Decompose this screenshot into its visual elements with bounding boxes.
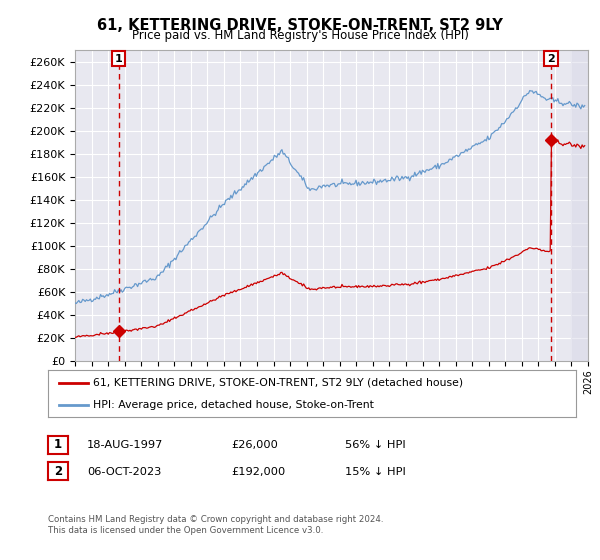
Text: 2: 2 [54,465,62,478]
Text: 06-OCT-2023: 06-OCT-2023 [87,466,161,477]
Text: 61, KETTERING DRIVE, STOKE-ON-TRENT, ST2 9LY: 61, KETTERING DRIVE, STOKE-ON-TRENT, ST2… [97,18,503,33]
Text: Contains HM Land Registry data © Crown copyright and database right 2024.: Contains HM Land Registry data © Crown c… [48,515,383,524]
Text: 1: 1 [115,54,122,63]
Text: 15% ↓ HPI: 15% ↓ HPI [345,466,406,477]
Text: £26,000: £26,000 [231,440,278,450]
Text: 18-AUG-1997: 18-AUG-1997 [87,440,163,450]
Text: Price paid vs. HM Land Registry's House Price Index (HPI): Price paid vs. HM Land Registry's House … [131,29,469,42]
Text: 56% ↓ HPI: 56% ↓ HPI [345,440,406,450]
Text: 1: 1 [54,438,62,451]
Text: This data is licensed under the Open Government Licence v3.0.: This data is licensed under the Open Gov… [48,526,323,535]
Text: HPI: Average price, detached house, Stoke-on-Trent: HPI: Average price, detached house, Stok… [93,400,374,410]
Text: 2: 2 [547,54,555,63]
Bar [571,50,588,361]
Text: 61, KETTERING DRIVE, STOKE-ON-TRENT, ST2 9LY (detached house): 61, KETTERING DRIVE, STOKE-ON-TRENT, ST2… [93,378,463,388]
Text: £192,000: £192,000 [231,466,285,477]
